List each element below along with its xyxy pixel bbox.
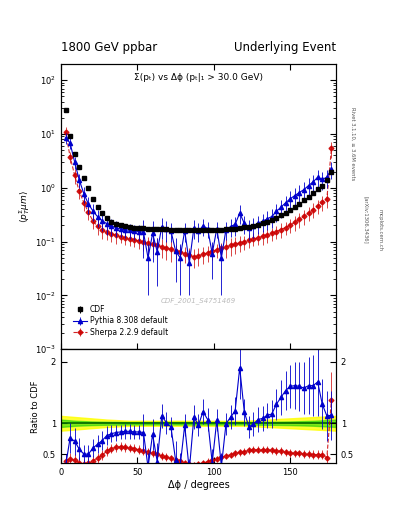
Text: Underlying Event: Underlying Event — [234, 41, 336, 54]
Text: Rivet 3.1.10, ≥ 3.6M events: Rivet 3.1.10, ≥ 3.6M events — [350, 106, 355, 180]
Y-axis label: Ratio to CDF: Ratio to CDF — [31, 380, 40, 433]
Text: 1800 GeV ppbar: 1800 GeV ppbar — [61, 41, 157, 54]
Text: CDF_2001_S4751469: CDF_2001_S4751469 — [161, 297, 236, 304]
Text: mcplots.cern.ch: mcplots.cern.ch — [377, 209, 382, 251]
Y-axis label: $\langle p_T^\Sigma \mu m\rangle$: $\langle p_T^\Sigma \mu m\rangle$ — [17, 190, 32, 223]
Legend: CDF, Pythia 8.308 default, Sherpa 2.2.9 default: CDF, Pythia 8.308 default, Sherpa 2.2.9 … — [70, 302, 171, 340]
X-axis label: Δϕ / degrees: Δϕ / degrees — [167, 480, 230, 490]
Text: [arXiv:1306.3436]: [arXiv:1306.3436] — [364, 196, 369, 244]
Text: Σ(pₜ) vs Δϕ (pₜ|₁ > 30.0 GeV): Σ(pₜ) vs Δϕ (pₜ|₁ > 30.0 GeV) — [134, 73, 263, 81]
